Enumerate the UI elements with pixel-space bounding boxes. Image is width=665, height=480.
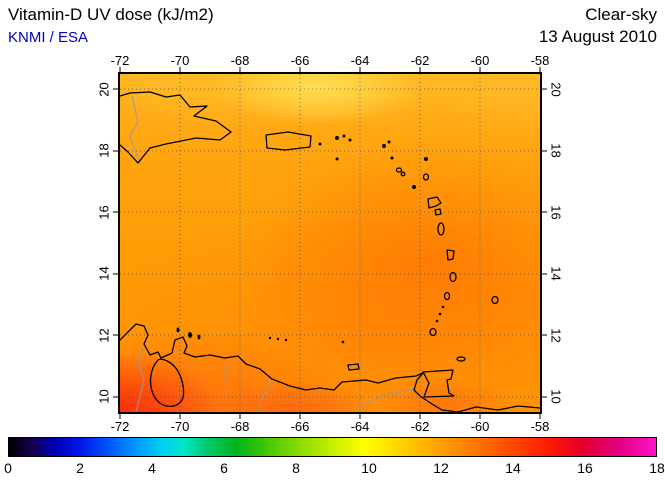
x-tick-label-top: -70	[170, 53, 190, 68]
x-tick-label-bottom: -70	[170, 419, 190, 434]
condition-label: Clear-sky	[585, 5, 657, 24]
page-title: Vitamin-D UV dose (kJ/m2)	[8, 5, 214, 24]
x-tick-label-top: -68	[230, 53, 250, 68]
x-tick-label-top: -64	[350, 53, 370, 68]
y-tick-label-left: 10	[96, 389, 112, 404]
small-islands	[176, 134, 445, 344]
grid-lines	[120, 74, 540, 412]
y-tick-label-left: 16	[96, 205, 112, 220]
colorbar	[8, 437, 657, 457]
y-tick-label-right: 18	[548, 143, 564, 158]
x-tick-label-top: -62	[410, 53, 430, 68]
x-tick-label-top: -58	[530, 53, 550, 68]
source-label: KNMI / ESA	[8, 29, 89, 46]
colorbar-tick-label: 4	[148, 460, 156, 476]
y-tick-label-left: 12	[96, 328, 112, 343]
y-tick-label-left: 18	[96, 143, 112, 158]
x-tick-label-bottom: -64	[350, 419, 370, 434]
y-tick-label-left: 20	[96, 82, 112, 97]
colorbar-tick-label: 2	[76, 460, 84, 476]
colorbar-tick-label: 14	[505, 460, 521, 476]
colorbar-tick-label: 8	[292, 460, 300, 476]
x-tick-label-top: -60	[470, 53, 490, 68]
x-tick-label-bottom: -60	[470, 419, 490, 434]
x-tick-label-bottom: -62	[410, 419, 430, 434]
colorbar-tick-label: 6	[220, 460, 228, 476]
y-tick-label-right: 14	[548, 266, 564, 281]
y-tick-label-right: 16	[548, 205, 564, 220]
x-tick-label-bottom: -72	[110, 419, 130, 434]
x-tick-label-bottom: -68	[230, 419, 250, 434]
colorbar-tick-label: 10	[361, 460, 377, 476]
y-tick-label-left: 14	[96, 266, 112, 281]
colorbar-tick-label: 0	[4, 460, 12, 476]
x-tick-label-top: -66	[290, 53, 310, 68]
x-tick-label-bottom: -58	[530, 419, 550, 434]
y-tick-label-right: 10	[548, 389, 564, 404]
colorbar-tick-label: 18	[649, 460, 665, 476]
y-tick-label-right: 12	[548, 328, 564, 343]
date-label: 13 August 2010	[538, 27, 657, 46]
colorbar-tick-label: 12	[433, 460, 449, 476]
x-tick-label-bottom: -66	[290, 419, 310, 434]
colorbar-tick-label: 16	[577, 460, 593, 476]
map-frame	[118, 72, 542, 414]
coastlines	[120, 91, 540, 412]
y-tick-label-right: 20	[548, 82, 564, 97]
map-overlay-layer	[120, 74, 540, 412]
x-tick-label-top: -72	[110, 53, 130, 68]
